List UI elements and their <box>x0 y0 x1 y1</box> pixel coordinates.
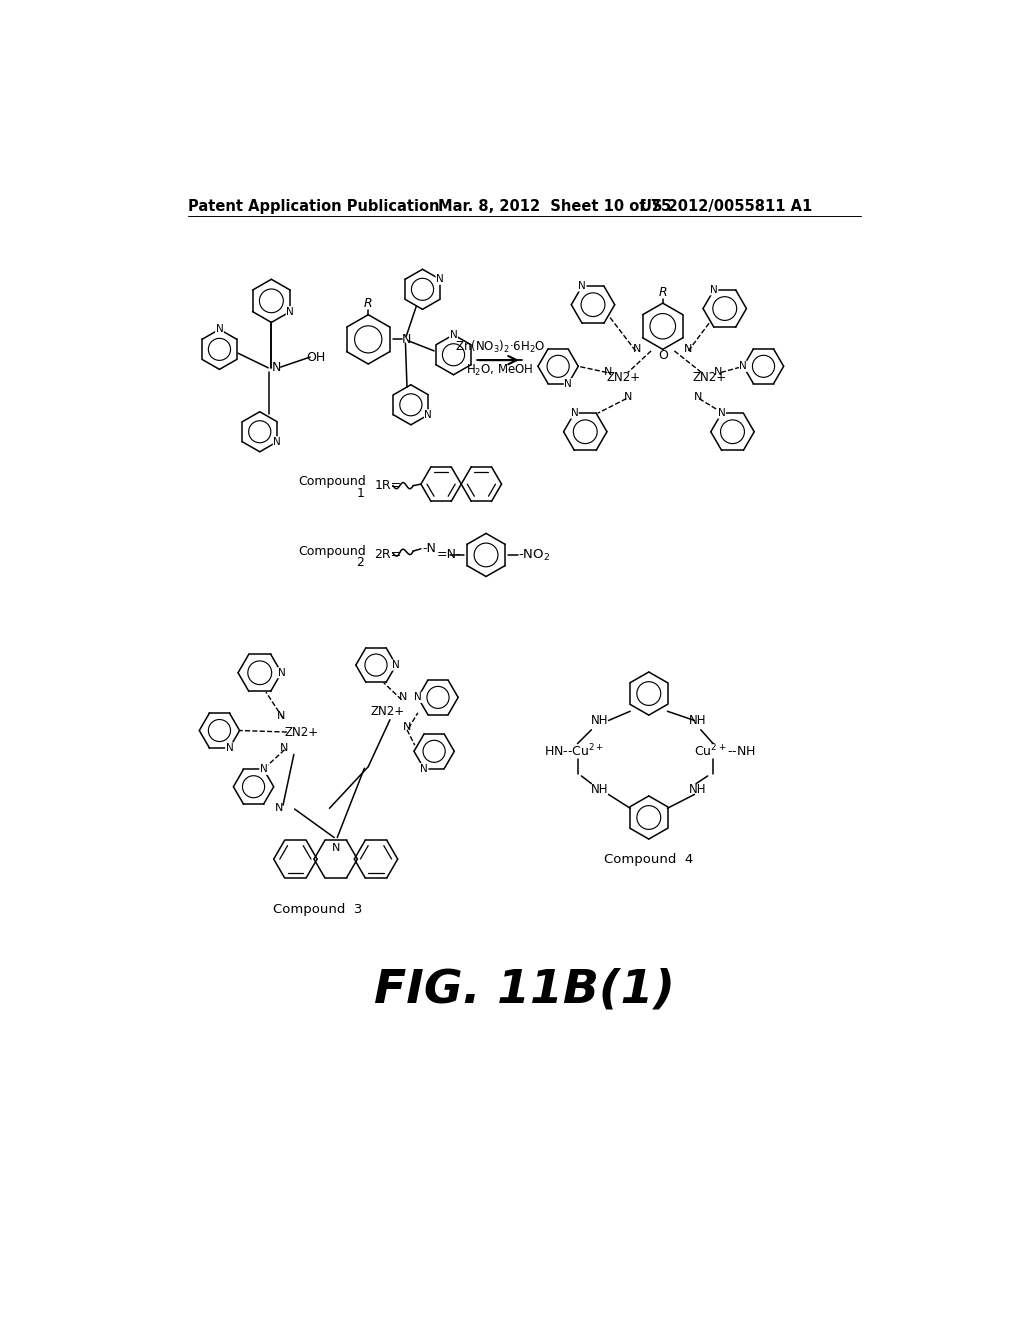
Text: N: N <box>718 408 726 418</box>
Text: NH: NH <box>689 714 707 727</box>
Text: R: R <box>364 297 373 310</box>
Text: N: N <box>425 409 432 420</box>
Text: N: N <box>604 367 612 378</box>
Text: NH: NH <box>591 714 608 727</box>
Text: N: N <box>392 660 400 671</box>
Text: N: N <box>401 333 411 346</box>
Text: ZN2+: ZN2+ <box>692 371 726 384</box>
Text: N: N <box>281 743 289 754</box>
Text: OH: OH <box>306 351 326 363</box>
Text: ZN2+: ZN2+ <box>285 726 318 739</box>
Text: ZN2+: ZN2+ <box>371 705 404 718</box>
Text: N: N <box>399 693 408 702</box>
Text: H$_2$O, MeOH: H$_2$O, MeOH <box>466 363 534 378</box>
Text: -NO$_2$: -NO$_2$ <box>518 548 550 562</box>
Text: Patent Application Publication: Patent Application Publication <box>188 198 440 214</box>
Text: 2: 2 <box>356 556 365 569</box>
Text: N: N <box>710 285 718 294</box>
Text: N: N <box>570 408 579 418</box>
Text: 1R=: 1R= <box>375 479 401 492</box>
Text: N: N <box>278 668 286 677</box>
Text: Mar. 8, 2012  Sheet 10 of 75: Mar. 8, 2012 Sheet 10 of 75 <box>438 198 671 214</box>
Text: N: N <box>273 437 281 446</box>
Text: Compound: Compound <box>298 545 366 557</box>
Text: N: N <box>216 325 223 334</box>
Text: Compound  4: Compound 4 <box>604 853 693 866</box>
Text: N: N <box>684 343 692 354</box>
Text: N: N <box>271 362 281 375</box>
Text: Cu$^{2+}$--NH: Cu$^{2+}$--NH <box>694 743 756 759</box>
Text: FIG. 11B(1): FIG. 11B(1) <box>375 968 675 1012</box>
Text: Compound  3: Compound 3 <box>273 903 362 916</box>
Text: N: N <box>278 711 286 721</box>
Text: N: N <box>579 281 586 290</box>
Text: N: N <box>287 306 294 317</box>
Text: N: N <box>436 275 443 284</box>
Text: =N-: =N- <box>436 548 461 561</box>
Text: N: N <box>225 743 233 752</box>
Text: N: N <box>402 722 412 731</box>
Text: US 2012/0055811 A1: US 2012/0055811 A1 <box>640 198 812 214</box>
Text: 2R=: 2R= <box>375 548 401 561</box>
Text: N: N <box>260 764 267 775</box>
Text: Compound: Compound <box>298 475 366 488</box>
Text: O: O <box>657 348 668 362</box>
Text: N: N <box>274 804 284 813</box>
Text: R: R <box>658 286 667 298</box>
Text: N: N <box>332 843 340 853</box>
Text: N: N <box>624 392 632 403</box>
Text: 1: 1 <box>356 487 365 500</box>
Text: N: N <box>739 362 748 371</box>
Text: NH: NH <box>689 783 707 796</box>
Text: N: N <box>633 343 641 354</box>
Text: N: N <box>450 330 458 339</box>
Text: N: N <box>420 764 428 774</box>
Text: NH: NH <box>591 783 608 796</box>
Text: N: N <box>564 379 572 388</box>
Text: N: N <box>693 392 701 403</box>
Text: N: N <box>715 367 723 378</box>
Text: HN--Cu$^{2+}$: HN--Cu$^{2+}$ <box>544 743 604 759</box>
Text: -N: -N <box>423 543 436 556</box>
Text: Zn(NO$_3$)$_2$·6H$_2$O: Zn(NO$_3$)$_2$·6H$_2$O <box>455 339 545 355</box>
Text: N: N <box>414 693 422 702</box>
Text: ZN2+: ZN2+ <box>607 371 641 384</box>
